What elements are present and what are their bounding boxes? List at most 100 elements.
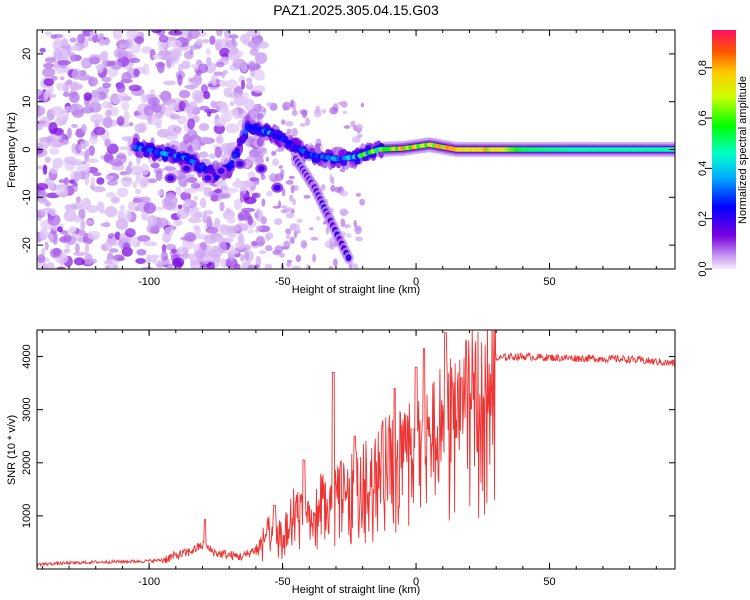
noise-blob [141,266,154,269]
noise-blob [354,236,364,242]
noise-blob [289,194,294,202]
noise-blob [330,176,335,185]
noise-blob [219,201,225,212]
noise-blob [257,103,262,113]
branch-core [257,165,265,172]
noise-blob [132,180,138,189]
noise-blob [42,67,56,78]
noise-blob [99,209,114,215]
noise-blob [148,97,160,106]
noise-blob [122,242,131,253]
noise-blob [84,174,90,186]
noise-blob [44,241,49,251]
noise-blob [115,218,129,230]
noise-blob [56,69,65,75]
noise-blob [252,192,261,199]
noise-blob [203,91,211,100]
noise-blob [187,117,195,130]
noise-blob [69,37,77,43]
noise-blob [48,83,54,95]
noise-blob [226,225,239,234]
noise-blob [214,217,221,229]
noise-blob [342,110,348,115]
noise-blob [53,48,63,61]
noise-blob [69,45,80,52]
noise-blob [67,127,72,139]
noise-blob [356,123,363,132]
colorbar: 0.0 0.2 0.4 0.6 0.8 Normalized spectral ampl… [697,30,749,277]
noise-blob [278,165,283,169]
noise-blob [124,228,136,238]
noise-blob [290,99,294,108]
noise-blob [272,158,279,166]
noise-blob [117,210,123,221]
noise-blob [39,116,51,128]
noise-blob [135,188,142,195]
noise-blob [249,149,259,158]
noise-blob [315,216,321,221]
noise-blob [219,47,231,58]
noise-blob [291,265,298,269]
noise-blob [162,80,176,86]
noise-blob [76,33,85,44]
noise-blob [261,198,266,207]
noise-blob [194,91,205,104]
noise-blob [246,77,253,87]
y-tick-label: -20 [21,237,33,253]
noise-blob [140,93,147,103]
noise-blob [254,178,260,185]
noise-blob [274,245,283,254]
noise-blob [172,257,185,268]
noise-blob [189,48,194,55]
noise-blob [220,112,232,123]
ridge-core [242,129,248,135]
noise-blob [60,109,70,120]
noise-blob [76,164,85,173]
noise-blob [107,263,119,269]
noise-blob [64,204,77,211]
noise-blob [87,230,101,240]
x-tick-label: 0 [413,276,419,288]
noise-blob [299,109,308,115]
noise-blob [216,30,223,37]
ridge-halo [354,157,361,165]
noise-blob [85,219,95,225]
noise-blob [98,38,105,47]
noise-blob [52,235,58,245]
noise-blob [193,195,199,201]
noise-blob [359,198,366,206]
branch-core [273,184,281,191]
noise-blob [88,145,96,156]
noise-blob [204,108,218,114]
noise-blob [41,247,46,256]
branch-core [217,168,225,175]
noise-blob [255,225,263,231]
noise-blob [121,177,133,182]
noise-blob [285,262,292,268]
ridge-core [237,141,243,147]
noise-blob [205,215,212,227]
noise-blob [135,258,146,265]
noise-blob [158,44,167,52]
ridge-halo [340,159,348,167]
noise-blob [286,259,293,264]
noise-blob [107,179,118,186]
noise-blob [237,232,244,243]
noise-blob [259,250,267,255]
noise-blob [284,120,294,127]
noise-blob [232,58,246,69]
noise-blob [128,161,133,167]
x-tick-label: -50 [275,576,291,588]
noise-blob [110,60,115,66]
noise-blob [168,30,183,36]
y-tick-label: -10 [21,189,33,205]
noise-blob [135,171,141,184]
noise-blob [175,185,182,196]
noise-blob [173,219,183,227]
noise-blob [241,207,256,213]
noise-blob [172,39,183,50]
noise-blob [355,226,361,232]
noise-blob [178,204,183,210]
snr-panel: -100 -50 0 50 1000 2000 3000 4000 Height of str… [6,329,676,596]
noise-blob [208,153,217,159]
